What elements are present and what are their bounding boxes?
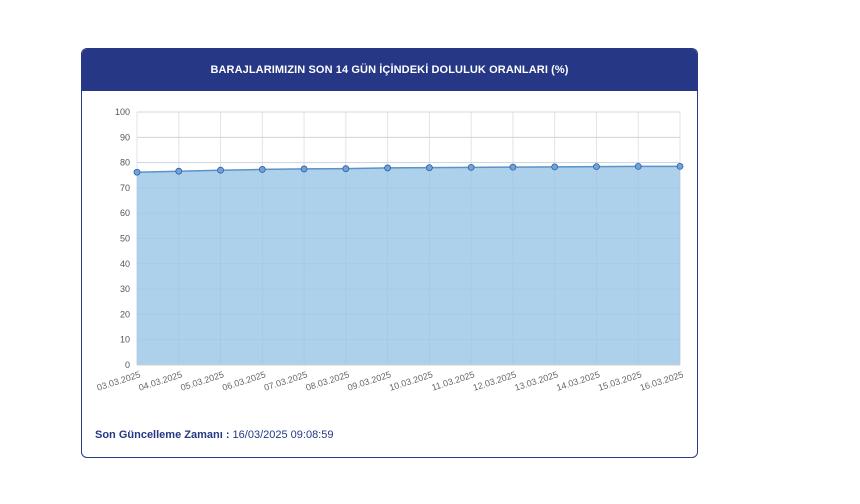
data-point — [676, 162, 684, 170]
last-update: Son Güncelleme Zamanı : 16/03/2025 09:08… — [95, 429, 333, 441]
x-tick-label: 07.03.2025 — [263, 369, 309, 392]
fill-rate-chart: 0 10 20 30 40 50 60 70 80 90 100 03.03.202504.03.20… — [96, 107, 685, 393]
last-update-value: 16/03/2025 09:08:59 — [232, 429, 334, 441]
x-tick-label: 16.03.2025 — [639, 369, 685, 392]
y-tick-label: 70 — [120, 183, 130, 193]
x-tick-label: 14.03.2025 — [555, 369, 601, 392]
chart-card: BARAJLARIMIZIN SON 14 GÜN İÇİNDEKİ DOLUL… — [81, 48, 698, 458]
x-tick-label: 06.03.2025 — [221, 369, 267, 392]
x-tick-label: 03.03.2025 — [96, 369, 142, 392]
data-point — [133, 168, 141, 176]
chart-area: 0 10 20 30 40 50 60 70 80 90 100 03.03.2025 04.03.20… — [82, 91, 697, 421]
series-area — [137, 166, 680, 365]
data-point — [425, 164, 433, 172]
data-point — [634, 162, 642, 170]
data-point — [467, 164, 475, 171]
x-tick-label: 13.03.2025 — [513, 369, 559, 392]
y-tick-label: 0 — [125, 360, 130, 370]
x-tick-label: 10.03.2025 — [388, 369, 434, 392]
x-tick-label: 04.03.2025 — [137, 369, 183, 392]
data-point — [384, 164, 392, 172]
x-tick-label: 09.03.2025 — [346, 369, 392, 392]
y-tick-label: 10 — [120, 335, 130, 345]
x-tick-label: 11.03.2025 — [430, 369, 475, 392]
y-tick-label: 30 — [120, 284, 130, 294]
y-tick-label: 60 — [120, 208, 130, 218]
x-tick-label: 08.03.2025 — [305, 369, 351, 392]
y-tick-label: 20 — [120, 309, 130, 319]
y-tick-label: 80 — [120, 158, 130, 168]
y-tick-label: 50 — [120, 234, 130, 244]
data-point — [300, 165, 308, 173]
data-point — [175, 167, 183, 175]
chart-title: BARAJLARIMIZIN SON 14 GÜN İÇİNDEKİ DOLUL… — [210, 64, 569, 76]
y-tick-label: 90 — [120, 132, 130, 142]
data-point — [217, 166, 224, 174]
last-update-label: Son Güncelleme Zamanı : — [95, 429, 230, 441]
y-tick-label: 40 — [120, 259, 130, 269]
series-line — [136, 165, 680, 173]
x-tick-label: 15.03.2025 — [597, 369, 643, 392]
data-point — [509, 163, 517, 171]
data-point — [258, 166, 266, 173]
data-point — [342, 165, 350, 173]
data-point — [551, 163, 559, 171]
chart-header: BARAJLARIMIZIN SON 14 GÜN İÇİNDEKİ DOLUL… — [82, 49, 697, 91]
x-tick-label: 05.03.2025 — [179, 369, 225, 392]
data-point — [593, 163, 600, 171]
x-tick-label: 12.03.2025 — [472, 369, 518, 392]
y-tick-label: 100 — [115, 107, 130, 117]
